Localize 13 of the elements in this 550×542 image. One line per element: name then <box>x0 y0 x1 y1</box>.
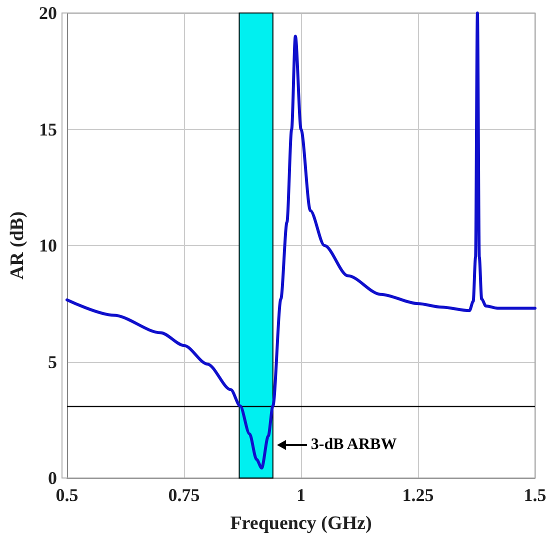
x-tick-label: 1.5 <box>524 485 546 505</box>
y-tick-label: 0 <box>48 468 57 488</box>
x-tick-label: 0.75 <box>168 485 200 505</box>
y-axis-title: AR (dB) <box>7 211 28 280</box>
y-tick-label: 5 <box>48 352 57 372</box>
x-tick-label: 1 <box>296 485 306 505</box>
x-tick-label: 0.5 <box>56 485 78 505</box>
y-tick-label: 15 <box>39 119 57 140</box>
y-tick-label: 20 <box>39 3 57 23</box>
x-axis-title: Frequency (GHz) <box>230 513 372 534</box>
y-tick-label: 10 <box>39 236 57 256</box>
x-tick-label: 1.25 <box>402 485 434 505</box>
annotation: 3-dB ARBW <box>310 436 397 454</box>
